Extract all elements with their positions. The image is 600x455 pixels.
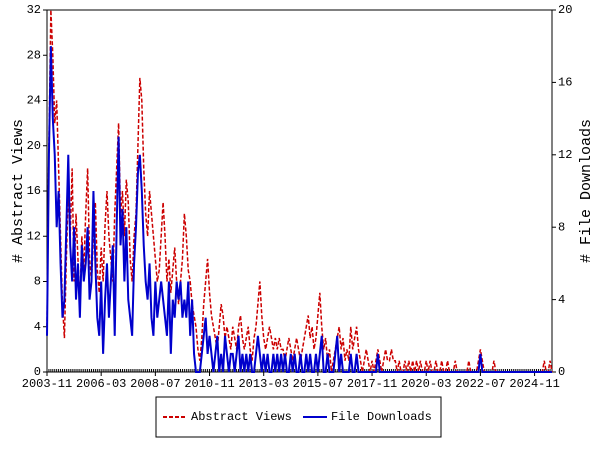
y-tick-label: 0 <box>34 365 41 379</box>
x-tick-label: 2008-07 <box>130 377 180 391</box>
x-tick-label: 2020-03 <box>401 377 451 391</box>
x-tick-label: 2015-07 <box>293 377 343 391</box>
y-tick-label: 4 <box>34 320 41 334</box>
legend-label: Abstract Views <box>191 410 292 424</box>
y2-tick-label: 8 <box>558 220 565 234</box>
series-line <box>46 46 552 373</box>
y2-axis-label: # File Downloads <box>578 119 595 263</box>
x-tick-label: 2006-03 <box>76 377 126 391</box>
y2-tick-label: 12 <box>558 148 572 162</box>
x-tick-label: 2022-07 <box>455 377 505 391</box>
y2-tick-label: 0 <box>558 365 565 379</box>
y-tick-label: 8 <box>34 275 41 289</box>
y-tick-label: 16 <box>27 184 41 198</box>
legend <box>155 396 442 438</box>
x-tick-label: 2024-11 <box>509 377 559 391</box>
y-tick-label: 32 <box>27 3 41 17</box>
series-line <box>46 9 553 373</box>
x-tick-label: 2017-11 <box>347 377 397 391</box>
y-tick-label: 20 <box>27 139 41 153</box>
y2-tick-label: 16 <box>558 76 572 90</box>
y-tick-label: 24 <box>27 94 41 108</box>
legend-label: File Downloads <box>331 410 432 424</box>
x-tick-label: 2003-11 <box>22 377 72 391</box>
y-tick-label: 28 <box>27 48 41 62</box>
x-tick-label: 2013-03 <box>238 377 288 391</box>
x-tick-label: 2010-11 <box>184 377 234 391</box>
y2-tick-label: 4 <box>558 293 565 307</box>
y2-tick-label: 20 <box>558 3 572 17</box>
y-tick-label: 12 <box>27 229 41 243</box>
y-axis-label: # Abstract Views <box>10 119 27 263</box>
